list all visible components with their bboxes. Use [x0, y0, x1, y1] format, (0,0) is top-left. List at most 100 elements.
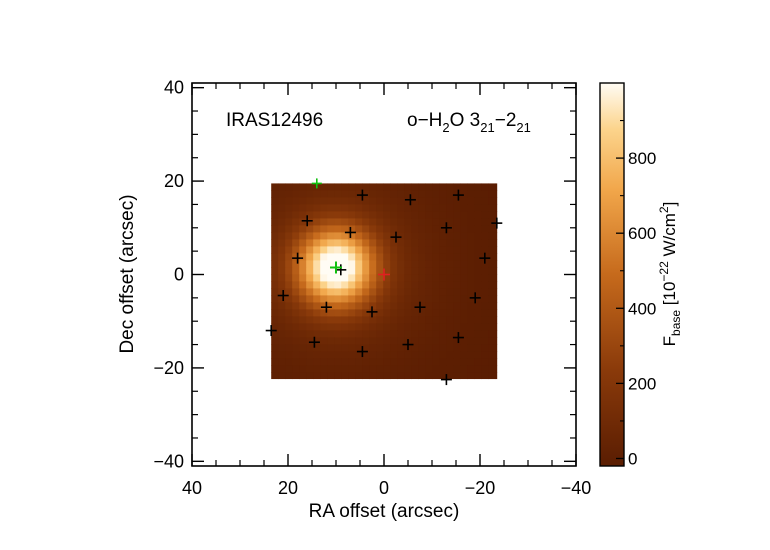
heatmap-pixel — [320, 218, 328, 226]
heatmap-pixel — [397, 274, 405, 282]
heatmap-pixel — [397, 323, 405, 331]
heatmap-pixel — [362, 246, 370, 254]
heatmap-pixel — [271, 239, 279, 247]
heatmap-pixel — [439, 204, 447, 212]
heatmap-pixel — [299, 337, 307, 345]
heatmap-pixel — [278, 246, 286, 254]
heatmap-pixel — [320, 225, 328, 233]
heatmap-pixel — [369, 337, 377, 345]
heatmap-pixel — [285, 330, 293, 338]
heatmap-pixel — [376, 183, 384, 191]
heatmap-pixel — [397, 239, 405, 247]
heatmap-pixel — [495, 253, 498, 261]
heatmap-pixel — [425, 344, 433, 352]
heatmap-pixel — [425, 274, 433, 282]
heatmap-pixel — [418, 288, 426, 296]
heatmap-pixel — [495, 239, 498, 247]
heatmap-pixel — [348, 351, 356, 359]
heatmap-pixel — [327, 316, 335, 324]
heatmap-pixel — [327, 225, 335, 233]
heatmap-pixel — [306, 260, 314, 268]
heatmap-pixel — [341, 274, 349, 282]
spaxel-marker — [308, 336, 320, 348]
colorbar-tick-label: 0 — [628, 449, 637, 468]
heatmap-pixel — [376, 372, 384, 380]
heatmap-pixel — [271, 295, 279, 303]
heatmap-pixel — [418, 309, 426, 317]
heatmap-pixel — [299, 225, 307, 233]
heatmap-pixel — [348, 330, 356, 338]
heatmap-pixel — [432, 316, 440, 324]
heatmap-pixel — [467, 211, 475, 219]
heatmap-pixel — [481, 365, 489, 373]
spaxel-marker — [301, 215, 313, 227]
heatmap-pixel — [418, 274, 426, 282]
heatmap-pixel — [313, 302, 321, 310]
heatmap-pixel — [348, 190, 356, 198]
heatmap-pixel — [418, 267, 426, 275]
heatmap-pixel — [320, 288, 328, 296]
heatmap-pixel — [390, 246, 398, 254]
heatmap-pixel — [278, 288, 286, 296]
heatmap-pixel — [292, 260, 300, 268]
heatmap-pixel — [411, 183, 419, 191]
colorbar-label: Fbase [10−22 W/cm2] — [657, 202, 683, 347]
heatmap-pixel — [481, 288, 489, 296]
heatmap-pixel — [341, 190, 349, 198]
heatmap-pixel — [390, 239, 398, 247]
heatmap-pixel — [488, 323, 496, 331]
x-tick-label: 20 — [278, 478, 298, 498]
heatmap-pixel — [411, 225, 419, 233]
heatmap-pixel — [299, 204, 307, 212]
heatmap-pixel — [292, 358, 300, 366]
heatmap-pixel — [446, 309, 454, 317]
heatmap-pixel — [474, 337, 482, 345]
heatmap-pixel — [495, 197, 498, 205]
heatmap-pixel — [334, 365, 342, 373]
heatmap-pixel — [355, 295, 363, 303]
heatmap-pixel — [313, 239, 321, 247]
heatmap-pixel — [383, 309, 391, 317]
heatmap-pixel — [313, 274, 321, 282]
heatmap-pixel — [327, 288, 335, 296]
heatmap-pixel — [327, 302, 335, 310]
heatmap-pixel — [418, 337, 426, 345]
heatmap-pixel — [313, 197, 321, 205]
heatmap-pixel — [327, 344, 335, 352]
heatmap-pixel — [397, 183, 405, 191]
heatmap-pixel — [313, 351, 321, 359]
heatmap-pixel — [306, 246, 314, 254]
heatmap-pixel — [362, 372, 370, 380]
heatmap-pixel — [348, 225, 356, 233]
heatmap-pixel — [348, 239, 356, 247]
heatmap-pixel — [418, 190, 426, 198]
heatmap-pixel — [481, 239, 489, 247]
heatmap-pixel — [369, 197, 377, 205]
heatmap-pixel — [292, 239, 300, 247]
heatmap-pixel — [355, 246, 363, 254]
heatmap-pixel — [481, 316, 489, 324]
heatmap-pixel — [348, 232, 356, 240]
heatmap-pixel — [278, 309, 286, 317]
heatmap-pixel — [446, 351, 454, 359]
heatmap-pixel — [341, 309, 349, 317]
heatmap-pixel — [355, 288, 363, 296]
heatmap-pixel — [362, 253, 370, 261]
heatmap-pixel — [460, 358, 468, 366]
heatmap-pixel — [460, 309, 468, 317]
heatmap-pixel — [362, 267, 370, 275]
heatmap-pixel — [446, 225, 454, 233]
heatmap-pixel — [362, 295, 370, 303]
heatmap-pixel — [327, 211, 335, 219]
heatmap-pixel — [348, 246, 356, 254]
spaxel-marker — [414, 301, 426, 313]
heatmap-pixel — [278, 253, 286, 261]
heatmap-pixel — [474, 197, 482, 205]
peak-spaxel-marker — [330, 261, 342, 274]
heatmap-pixel — [453, 190, 461, 198]
heatmap-pixel — [467, 239, 475, 247]
heatmap-pixel — [397, 337, 405, 345]
heatmap-pixel — [446, 302, 454, 310]
heatmap-pixel — [369, 330, 377, 338]
heatmap-pixel — [348, 204, 356, 212]
